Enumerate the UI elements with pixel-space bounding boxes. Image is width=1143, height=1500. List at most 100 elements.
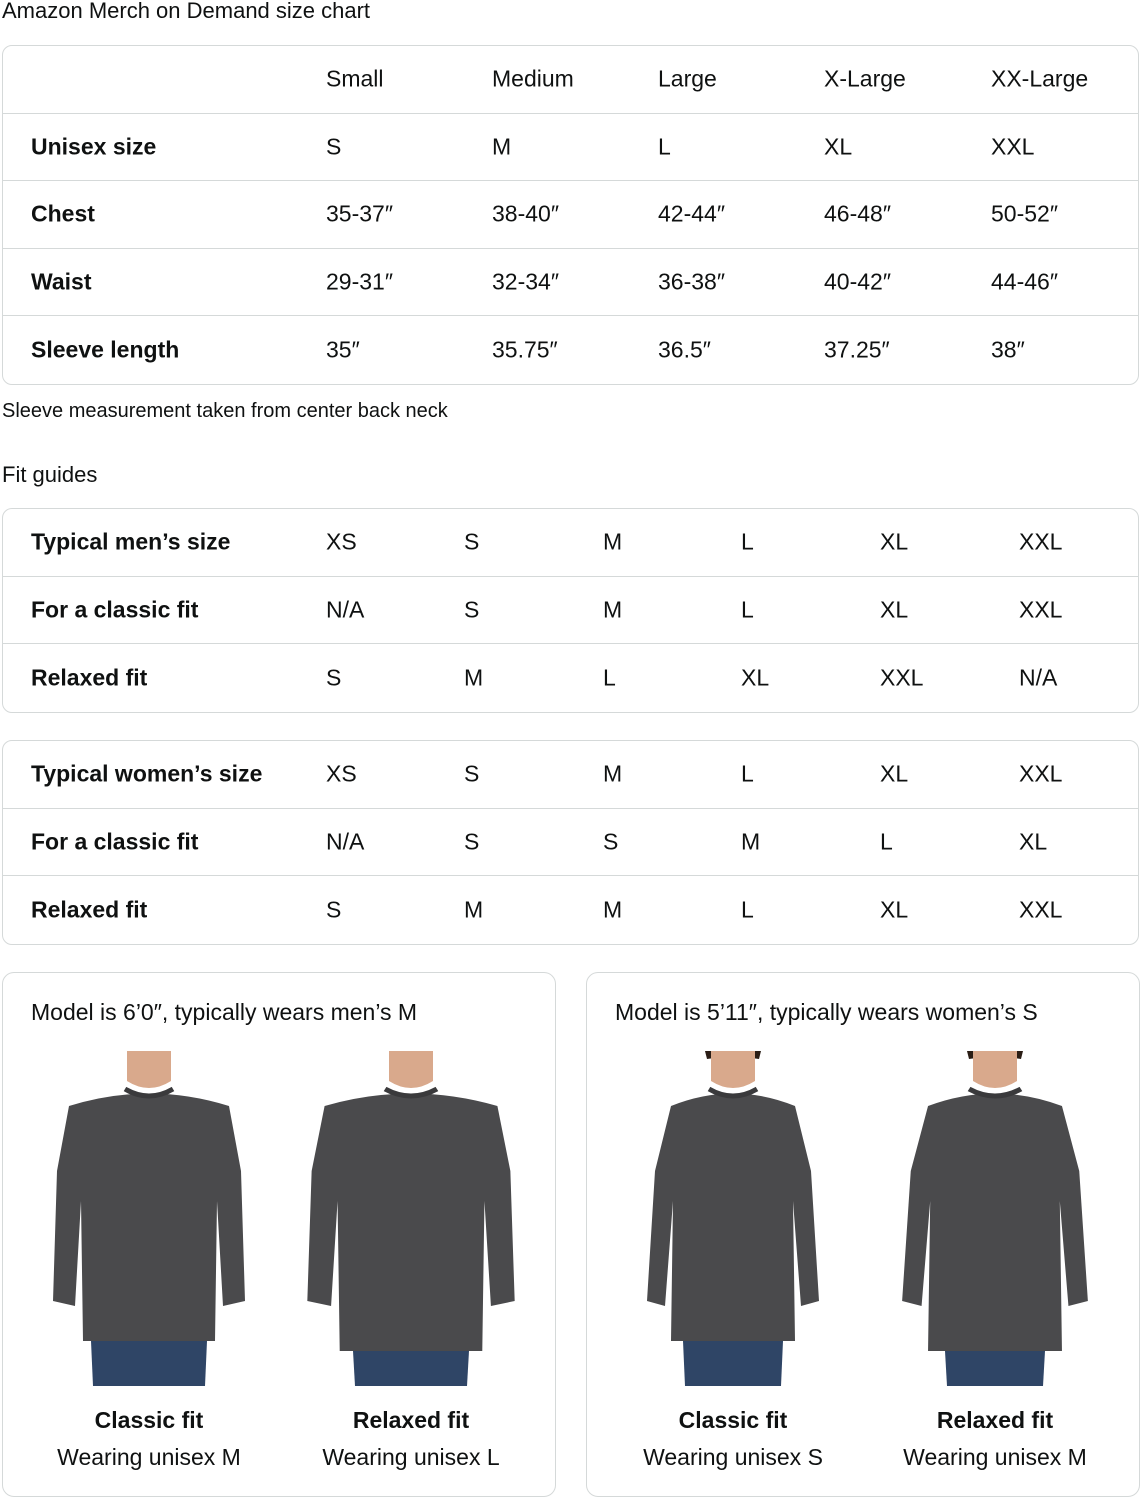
sleeve-note: Sleeve measurement taken from center bac… — [2, 400, 448, 422]
table-cell: L — [880, 828, 893, 855]
table-cell: XL — [880, 528, 909, 555]
classic-fit-photo — [39, 1051, 259, 1386]
mens-fit-table: Typical men’s size XS S M L XL XXL For a classi… — [2, 508, 1139, 713]
relaxed-fit-photo — [301, 1051, 521, 1386]
table-cell: XS — [326, 760, 357, 787]
table-cell: 37.25″ — [824, 336, 890, 363]
fit-name: Classic fit — [678, 1407, 788, 1433]
table-cell: L — [603, 664, 616, 691]
model-photo-icon — [307, 1051, 515, 1386]
fit-name: Relaxed fit — [352, 1407, 470, 1433]
table-cell: XXL — [1019, 896, 1063, 923]
table-row: For a classic fit N/A S S M L XL — [3, 809, 1138, 876]
table-cell: 46-48″ — [824, 200, 891, 227]
table-cell: XL — [741, 664, 770, 691]
table-cell: XL — [880, 896, 909, 923]
model-photo-icon — [53, 1051, 245, 1386]
row-label: For a classic fit — [31, 828, 199, 855]
table-cell: 29-31″ — [326, 268, 393, 295]
table-row: Relaxed fit S M M L XL XXL — [3, 876, 1138, 944]
table-cell: XXL — [1019, 760, 1063, 787]
model-photo-icon — [902, 1049, 1088, 1386]
row-label: Chest — [31, 200, 95, 227]
table-cell: L — [741, 760, 754, 787]
fit-name: Classic fit — [94, 1407, 204, 1433]
chart-title: Amazon Merch on Demand size chart — [2, 0, 371, 23]
model-photo-icon — [647, 1049, 819, 1386]
column-header: Large — [658, 65, 717, 92]
table-cell: 50-52″ — [991, 200, 1058, 227]
table-cell: S — [603, 828, 619, 855]
model-description: Model is 6’0″, typically wears men’s M — [31, 999, 418, 1025]
row-label: Waist — [31, 268, 92, 295]
model-description: Model is 5’11″, typically wears women’s … — [615, 999, 1038, 1025]
fit-size-worn: Wearing unisex L — [322, 1444, 500, 1470]
table-cell: XL — [1019, 828, 1048, 855]
table-cell: 35-37″ — [326, 200, 393, 227]
table-cell: 36-38″ — [658, 268, 725, 295]
table-row: Relaxed fit S M L XL XXL N/A — [3, 644, 1138, 712]
fit-size-worn: Wearing unisex S — [643, 1444, 823, 1470]
table-row: Chest 35-37″ 38-40″ 42-44″ 46-48″ 50-52″ — [3, 181, 1138, 249]
relaxed-fit-photo — [885, 1049, 1105, 1386]
table-cell: XL — [880, 596, 909, 623]
mens-model-card: Model is 6’0″, typically wears men’s M C… — [2, 972, 556, 1497]
table-cell: S — [464, 760, 480, 787]
table-cell: S — [464, 596, 480, 623]
table-cell: 35″ — [326, 336, 360, 363]
table-cell: M — [603, 528, 623, 555]
table-row: Sleeve length 35″ 35.75″ 36.5″ 37.25″ 38″ — [3, 316, 1138, 384]
table-cell: 35.75″ — [492, 336, 558, 363]
table-cell: M — [741, 828, 761, 855]
table-cell: XXL — [1019, 528, 1063, 555]
table-cell: XXL — [1019, 596, 1063, 623]
table-cell: 42-44″ — [658, 200, 725, 227]
row-label: Relaxed fit — [31, 664, 148, 691]
table-cell: 32-34″ — [492, 268, 559, 295]
table-cell: L — [741, 596, 754, 623]
table-row: For a classic fit N/A S M L XL XXL — [3, 577, 1138, 644]
table-cell: 40-42″ — [824, 268, 891, 295]
size-chart-table: Small Medium Large X-Large XX-Large Unisex si… — [2, 45, 1139, 385]
table-cell: M — [464, 896, 484, 923]
table-cell: S — [464, 528, 480, 555]
table-cell: M — [603, 760, 623, 787]
table-cell: L — [741, 896, 754, 923]
column-header: Medium — [492, 65, 574, 92]
table-cell: 38″ — [991, 336, 1025, 363]
fit-name: Relaxed fit — [936, 1407, 1054, 1433]
row-label: Typical women’s size — [31, 760, 263, 787]
table-row: Typical women’s size XS S M L XL XXL — [3, 741, 1138, 809]
fit-guides-title: Fit guides — [2, 462, 98, 487]
table-cell: N/A — [1019, 664, 1058, 691]
table-row: Typical men’s size XS S M L XL XXL — [3, 509, 1138, 577]
row-label: Unisex size — [31, 133, 157, 160]
womens-fit-table: Typical women’s size XS S M L XL XXL For a clas… — [2, 740, 1139, 945]
table-cell: XXL — [991, 133, 1035, 160]
table-cell: 44-46″ — [991, 268, 1058, 295]
table-row: Waist 29-31″ 32-34″ 36-38″ 40-42″ 44-46″ — [3, 249, 1138, 316]
table-cell: M — [464, 664, 484, 691]
column-header: XX-Large — [991, 65, 1089, 92]
table-cell: M — [603, 896, 623, 923]
table-cell: XL — [880, 760, 909, 787]
table-cell: L — [658, 133, 671, 160]
fit-size-worn: Wearing unisex M — [57, 1444, 241, 1470]
row-label: Sleeve length — [31, 336, 180, 363]
table-cell: M — [492, 133, 512, 160]
row-label: Typical men’s size — [31, 528, 231, 555]
column-header: Small — [326, 65, 384, 92]
table-cell: XXL — [880, 664, 924, 691]
table-cell: S — [326, 896, 342, 923]
table-cell: S — [464, 828, 480, 855]
classic-fit-photo — [623, 1049, 843, 1386]
fit-size-worn: Wearing unisex M — [903, 1444, 1087, 1470]
row-label: For a classic fit — [31, 596, 199, 623]
table-cell: M — [603, 596, 623, 623]
womens-model-card: Model is 5’11″, typically wears women’s … — [586, 972, 1140, 1497]
table-cell: N/A — [326, 596, 365, 623]
table-cell: L — [741, 528, 754, 555]
table-cell: 36.5″ — [658, 336, 711, 363]
row-label: Relaxed fit — [31, 896, 148, 923]
column-header: X-Large — [824, 65, 906, 92]
